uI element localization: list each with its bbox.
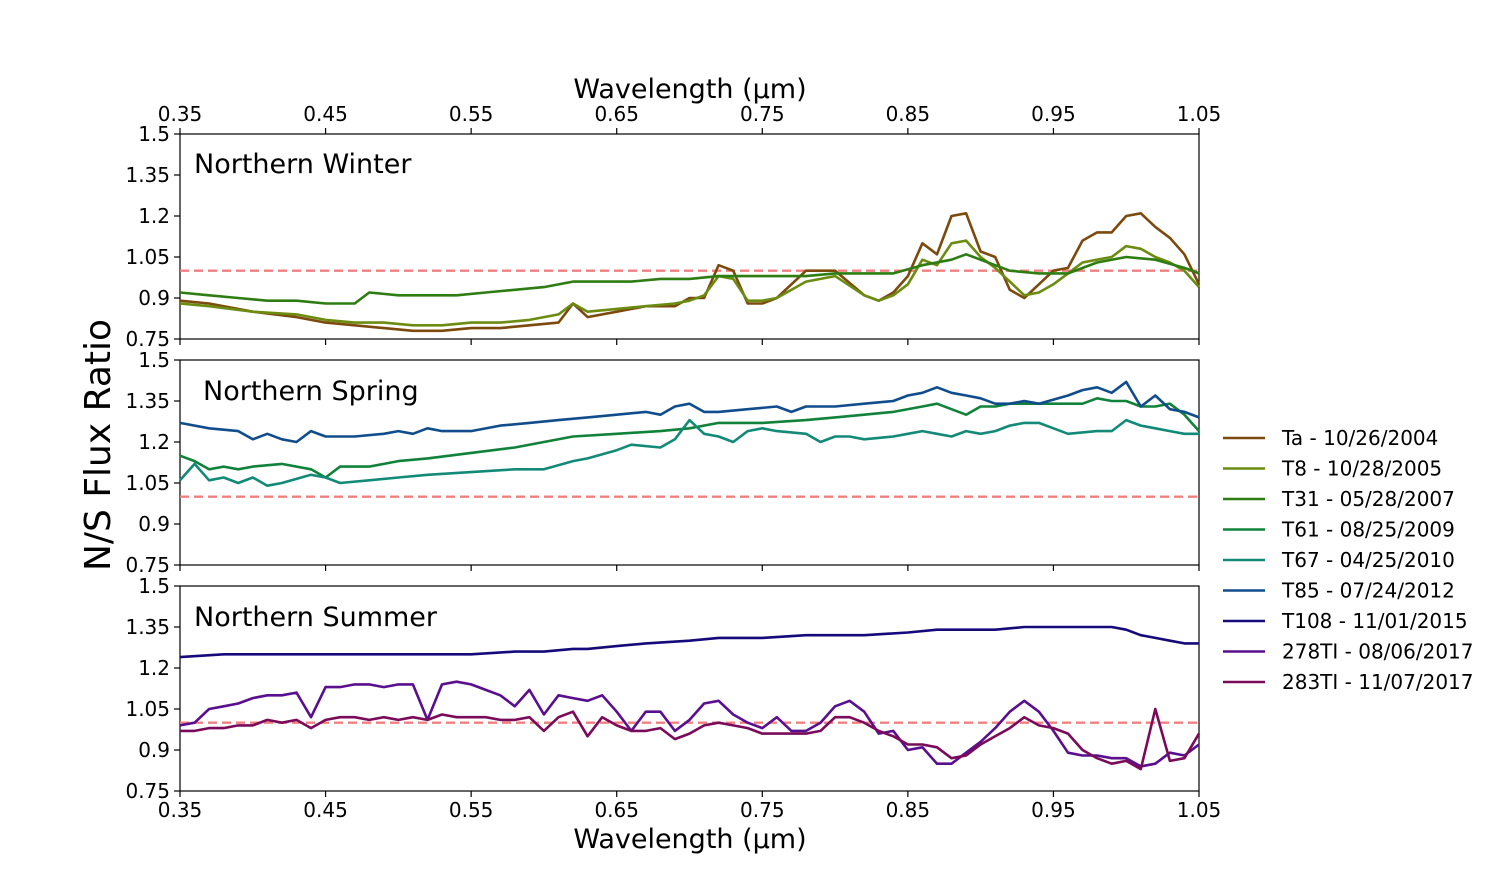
top-xtick-label: 0.75	[740, 102, 785, 126]
ytick-label: 1.2	[138, 204, 170, 228]
legend-label: T85 - 07/24/2012	[1281, 579, 1455, 603]
legend-label: T8 - 10/28/2005	[1281, 457, 1442, 481]
legend-label: Ta - 10/26/2004	[1281, 426, 1438, 450]
ytick-label: 1.35	[125, 389, 170, 413]
legend-label: 283TI - 11/07/2017	[1282, 670, 1474, 694]
ytick-label: 0.9	[138, 286, 170, 310]
series-line-283TI	[180, 707, 1201, 771]
plot-frame	[179, 585, 1200, 792]
ytick-label: 0.9	[138, 738, 170, 762]
legend-label: 278TI - 08/06/2017	[1282, 640, 1474, 664]
series-line-278TI	[179, 680, 1200, 768]
xtick-label: 0.35	[158, 798, 203, 822]
xtick-label: 1.05	[1177, 798, 1222, 822]
ytick-label: 0.75	[125, 327, 170, 351]
legend-label: T31 - 05/28/2007	[1281, 487, 1455, 511]
series-line-T67	[179, 418, 1199, 488]
series-line-T85	[179, 380, 1200, 444]
ytick-label: 1.2	[138, 656, 170, 680]
xtick-label: 0.95	[1031, 798, 1076, 822]
panel-title: Northern Summer	[194, 602, 438, 633]
ytick-label: 0.75	[125, 553, 170, 577]
legend-label: T67 - 04/25/2010	[1281, 548, 1455, 572]
ytick-label: 1.05	[125, 471, 170, 495]
series-line-T31	[179, 253, 1200, 305]
panel-0: 0.75 0.9 1.05 1.2 1.35 1.50.35 0.45 0.55 0.65 0.7…	[125, 102, 1221, 351]
panel-2: 0.75 0.9 1.05 1.2 1.35 1.5 0.35 0.45 0.55 0.65 0.7…	[125, 574, 1221, 822]
series-line-Ta	[179, 212, 1201, 333]
series-line-T8	[179, 239, 1200, 327]
panel-title: Northern Winter	[194, 149, 412, 180]
series-line-T108	[179, 625, 1199, 659]
ytick-label: 1.5	[138, 122, 170, 146]
panel-1: 0.75 0.9 1.05 1.2 1.35 1.5 Northern Spring	[125, 348, 1200, 577]
legend: Ta - 10/26/2004 T8 - 10/28/2005 T31 - 05/2…	[1223, 426, 1474, 694]
top-xtick-label: 0.45	[303, 102, 348, 126]
top-xtick-label: 0.65	[594, 102, 639, 126]
ytick-label: 0.9	[138, 512, 170, 536]
ytick-label: 1.05	[125, 245, 170, 269]
panels-group: 0.750.91.051.21.351.50.35 0.45 0.55 0.65 0.7…	[125, 102, 1221, 822]
legend-label: T108 - 11/01/2015	[1281, 609, 1468, 633]
ytick-label: 1.35	[125, 615, 170, 639]
top-xtick-label: 1.05	[1177, 102, 1222, 126]
ytick-label: 1.5	[138, 348, 170, 372]
panel-title: Northern Spring	[203, 376, 419, 407]
plot-frame	[179, 359, 1200, 566]
ytick-label: 1.35	[125, 163, 170, 187]
top-xaxis-title: Wavelength (µm)	[573, 74, 806, 105]
top-xtick-label: 0.95	[1031, 102, 1076, 126]
xtick-label: 0.55	[449, 798, 494, 822]
xtick-label: 0.45	[303, 798, 348, 822]
series-line-T61	[179, 396, 1200, 479]
top-xtick-label: 0.55	[449, 102, 494, 126]
xtick-label: 0.85	[886, 798, 931, 822]
plot-frame	[179, 133, 1200, 340]
top-xtick-label: 0.35	[158, 102, 203, 126]
top-xtick-label: 0.85	[886, 102, 931, 126]
xtick-label: 0.65	[594, 798, 639, 822]
bottom-xaxis-title: Wavelength (µm)	[573, 824, 806, 855]
ytick-label: 1.2	[138, 430, 170, 454]
ytick-label: 0.75	[125, 779, 170, 803]
ytick-label: 1.05	[125, 697, 170, 721]
xtick-label: 0.75	[740, 798, 785, 822]
legend-label: T61 - 08/25/2009	[1281, 518, 1455, 542]
ytick-label: 1.5	[138, 574, 170, 598]
yaxis-title: N/S Flux Ratio	[78, 319, 119, 571]
